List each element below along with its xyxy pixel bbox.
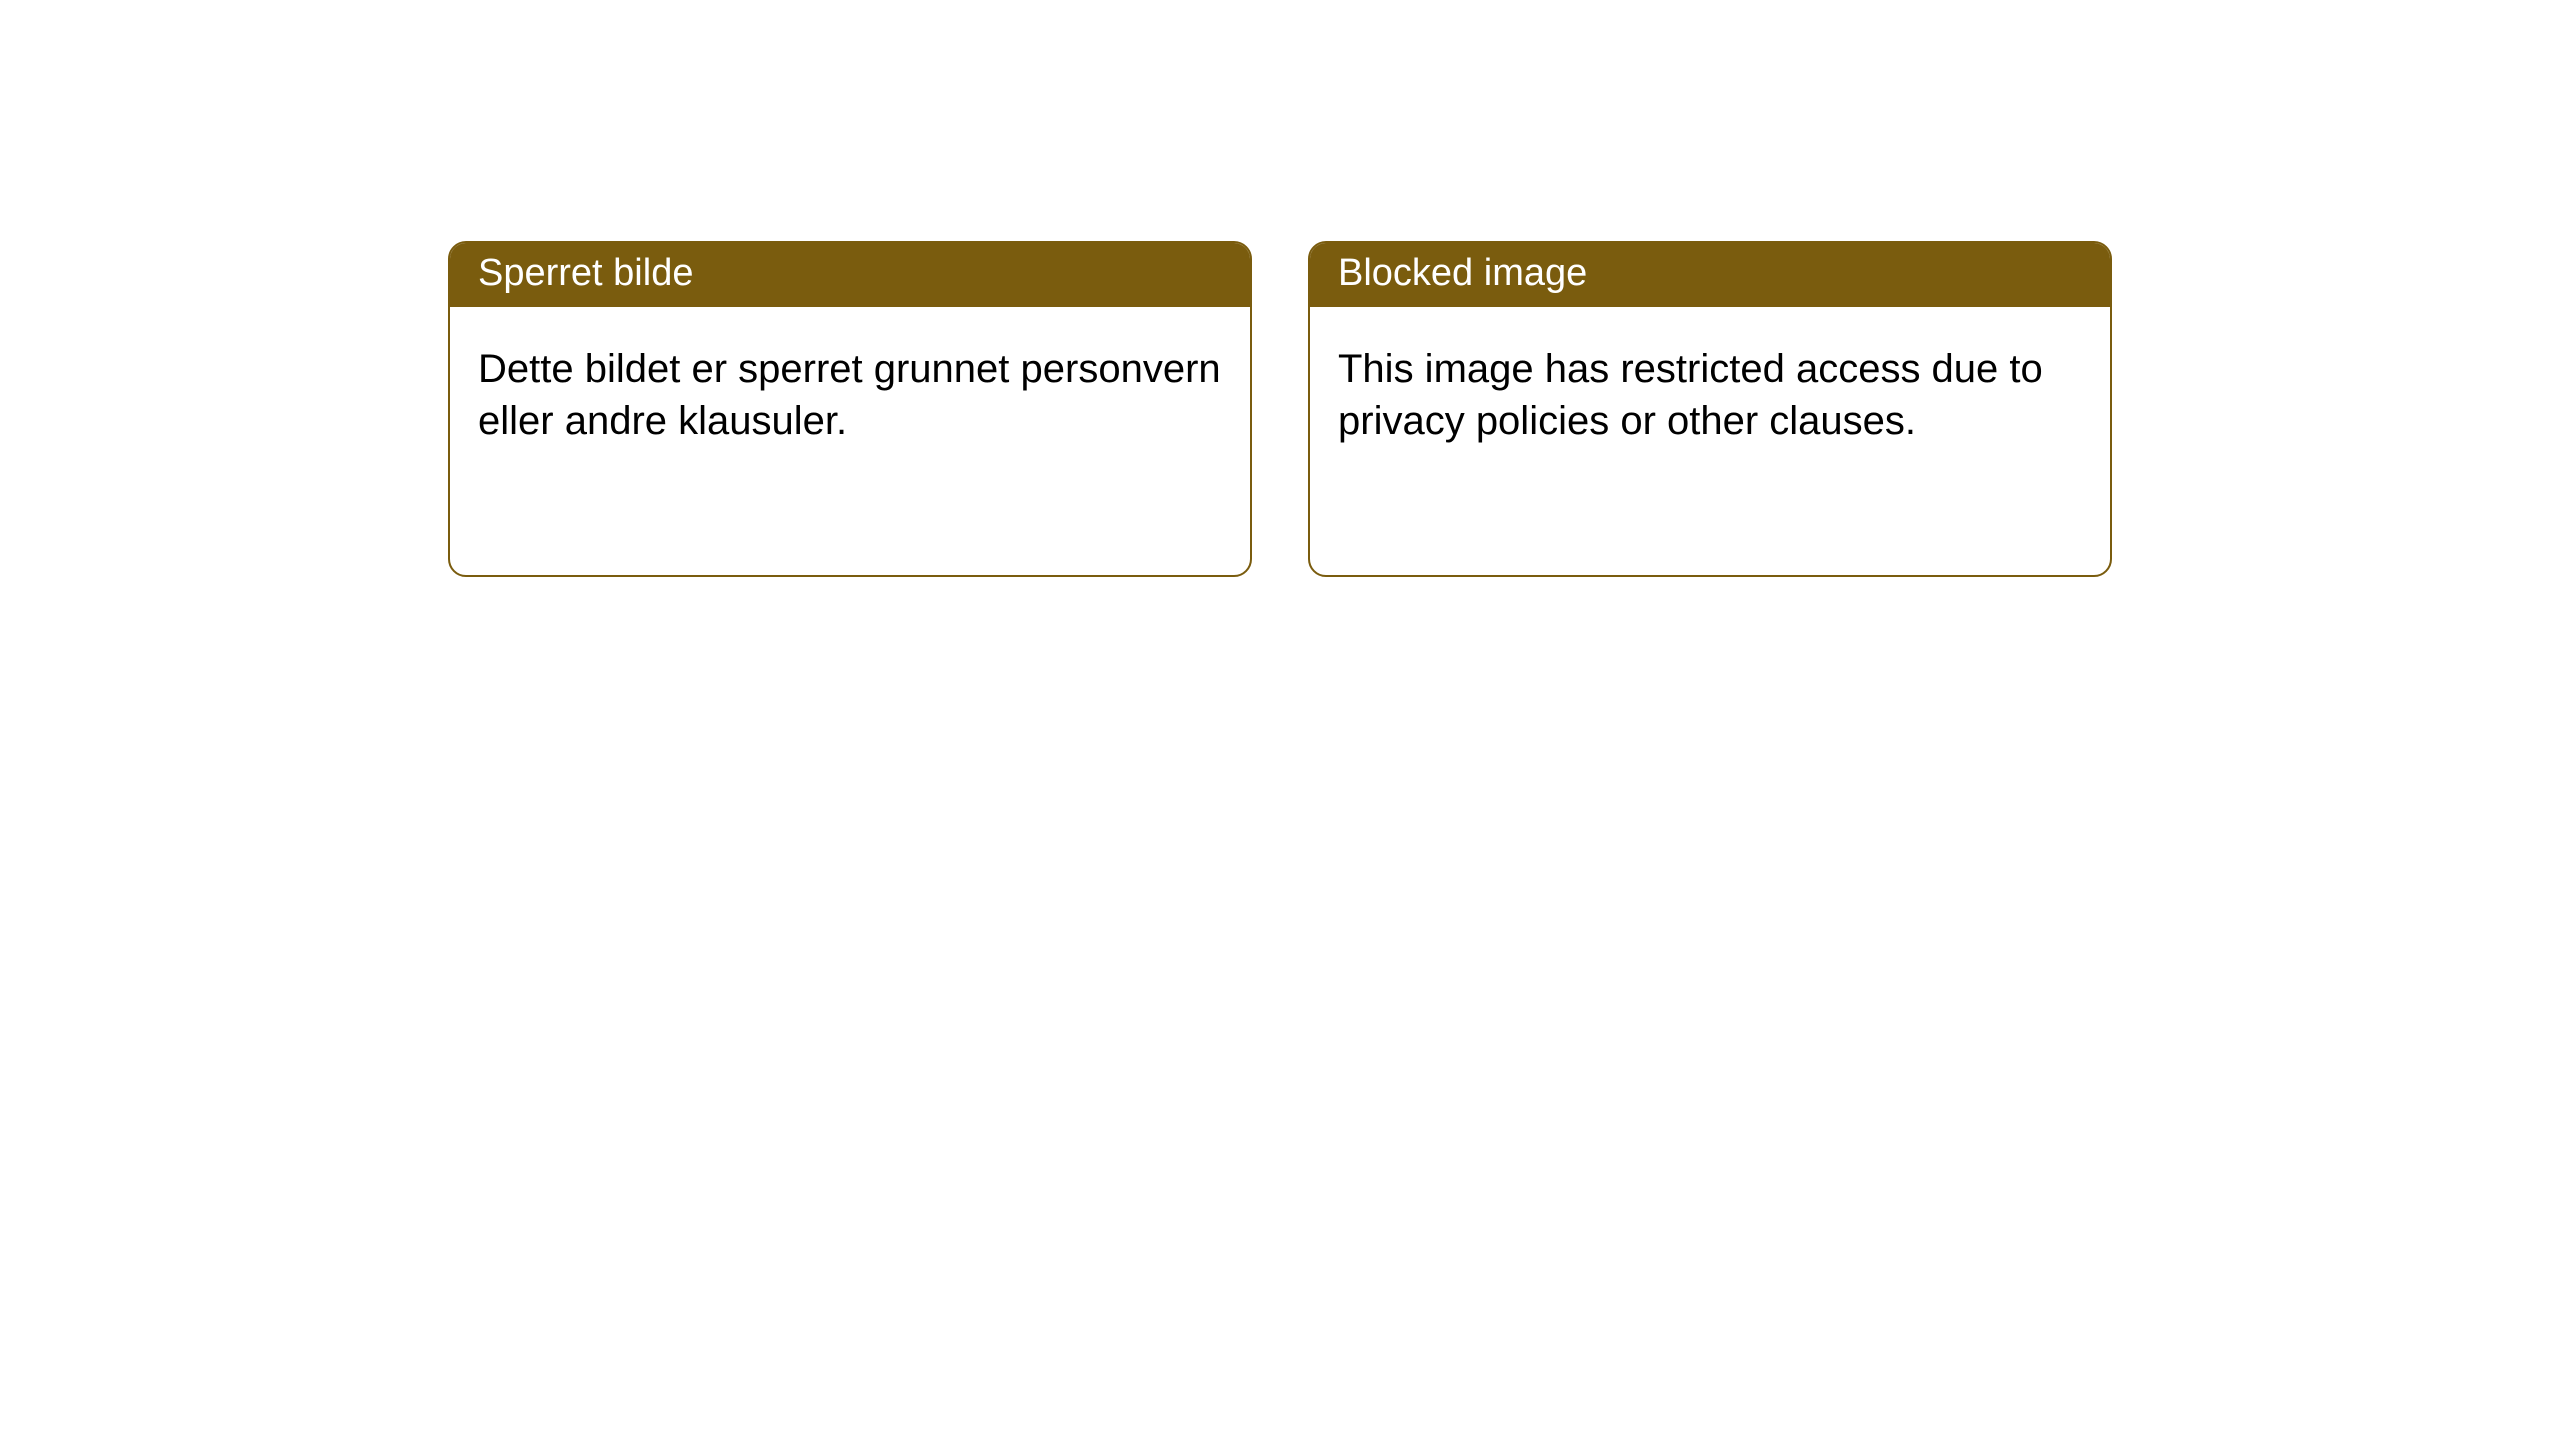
notice-header-english: Blocked image bbox=[1310, 243, 2110, 307]
notices-container: Sperret bilde Dette bildet er sperret gr… bbox=[0, 0, 2560, 577]
notice-body-english: This image has restricted access due to … bbox=[1310, 307, 2110, 475]
notice-body-norwegian: Dette bildet er sperret grunnet personve… bbox=[450, 307, 1250, 475]
notice-box-english: Blocked image This image has restricted … bbox=[1308, 241, 2112, 577]
notice-header-norwegian: Sperret bilde bbox=[450, 243, 1250, 307]
notice-box-norwegian: Sperret bilde Dette bildet er sperret gr… bbox=[448, 241, 1252, 577]
